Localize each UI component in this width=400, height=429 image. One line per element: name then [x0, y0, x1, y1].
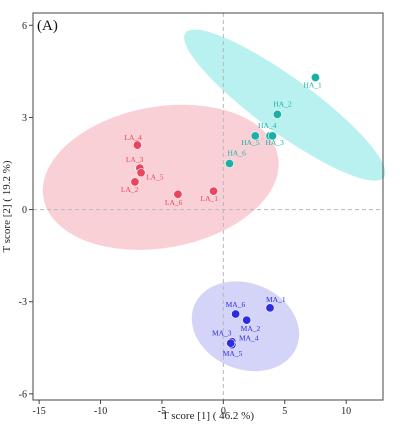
point-label: HA_6	[227, 149, 246, 158]
point-labels: LA_4 LA_3LA_5 LA_2 LA_6 LA_1 HA_1 HA_2 HA_4 HA_5…	[121, 81, 322, 359]
data-points	[130, 73, 320, 350]
point-la-2	[130, 177, 140, 187]
point-label: HA_1	[303, 81, 322, 90]
point-label: MA_6	[226, 300, 246, 309]
point-label: LA_6	[165, 198, 183, 207]
point-label: LA_4	[124, 133, 142, 142]
y-axis-title: T score [2] ( 19.2 %)	[1, 160, 13, 252]
point-label: LA_5	[146, 173, 164, 182]
y-tick-label: 3	[22, 113, 27, 124]
point-la-5	[136, 168, 146, 178]
point-la-1	[209, 186, 219, 196]
y-tick-label: -3	[19, 297, 27, 308]
y-tick-label: -6	[19, 389, 27, 400]
group-ellipses	[42, 29, 386, 372]
y-axis-ticks: -6 -3 0 3 6	[19, 21, 33, 400]
point-label: MA_5	[223, 349, 243, 358]
point-ha-3	[267, 131, 277, 141]
point-label: LA_2	[121, 185, 139, 194]
point-ma-5	[226, 338, 236, 348]
y-tick-label: 6	[22, 21, 27, 32]
x-tick-label: -10	[94, 406, 107, 417]
y-tick-label: 0	[22, 205, 27, 216]
point-label: LA_1	[201, 194, 219, 203]
point-la-6	[173, 189, 183, 199]
reference-lines	[33, 13, 383, 400]
point-label: MA_1	[266, 295, 286, 304]
point-label: MA_4	[239, 334, 259, 343]
x-tick-label: 5	[282, 406, 287, 417]
point-ha-5	[250, 131, 260, 141]
point-ha-1	[310, 73, 320, 83]
point-label: MA_3	[212, 329, 232, 338]
confidence-ellipse-3	[191, 281, 300, 372]
point-label: MA_2	[241, 324, 261, 333]
x-tick-label: 0	[221, 406, 226, 417]
x-tick-label: -5	[158, 406, 166, 417]
point-la-4	[132, 140, 142, 150]
point-label: HA_4	[258, 121, 277, 130]
x-axis-ticks: -15 -10 -5 0 5 10	[32, 400, 351, 417]
point-ma-1	[265, 303, 275, 313]
point-label: HA_3	[265, 138, 284, 147]
x-tick-label: -15	[32, 406, 45, 417]
point-ha-6	[224, 159, 234, 169]
x-axis-title: T score [1] ( 46.2 %)	[162, 410, 254, 422]
point-label: LA_3	[126, 155, 144, 164]
point-label: HA_2	[273, 99, 292, 108]
point-ma-6	[231, 309, 241, 319]
point-ma-2	[242, 315, 252, 325]
point-ha-2	[272, 109, 282, 119]
confidence-ellipse-2	[184, 29, 386, 181]
plot-frame	[32, 12, 384, 401]
confidence-ellipse-1	[42, 104, 279, 250]
point-label: HA_5	[241, 138, 260, 147]
x-tick-label: 10	[341, 406, 351, 417]
panel-label: (A)	[37, 18, 58, 34]
